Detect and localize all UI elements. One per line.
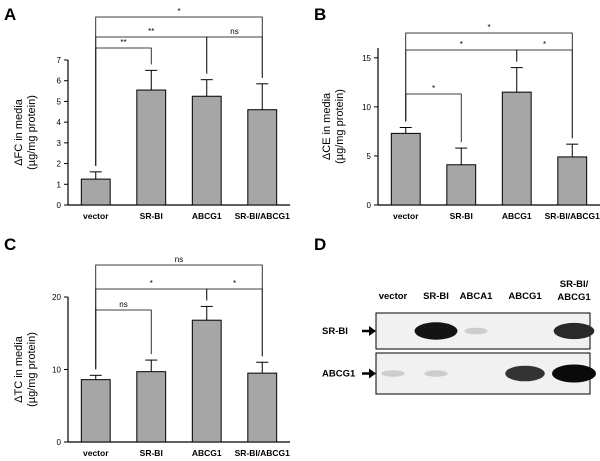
blot-band <box>424 370 448 377</box>
chart-c-y-axis-label-line: (µg/mg protein) <box>26 332 38 407</box>
chart-a-bar <box>80 178 111 206</box>
panel-label-a: A <box>4 5 16 24</box>
chart-a-bar <box>191 95 222 206</box>
bar-chart-a: 0 1 2 3 4 5 6 7 ΔFC in media(µg/mg protein) vecto… <box>13 7 290 221</box>
chart-b-bar <box>446 164 477 206</box>
western-blot-d: vector SR-BI ABCA1 ABCG1SR-BI/ABCG1SR-BIABC… <box>322 279 596 395</box>
chart-b-bar <box>557 156 588 206</box>
chart-c-bar <box>136 371 167 443</box>
chart-c-category-label: SR-BI/ABCG1 <box>235 448 291 458</box>
blot-row-label: SR-BI <box>322 326 348 337</box>
chart-b-significance-label: * <box>487 23 490 32</box>
chart-b-ytick-label: 5 <box>367 152 372 161</box>
chart-a-bar <box>247 109 278 206</box>
chart-b-bar <box>501 91 532 206</box>
chart-b-y-axis-label: ΔCE in media(µg/mg protein) <box>321 89 346 164</box>
chart-c-y-axis-label: ΔTC in media(µg/mg protein) <box>13 332 38 407</box>
chart-a-significance-label: ns <box>230 27 238 36</box>
chart-c-y-axis-label-line: ΔTC in media <box>13 335 25 403</box>
chart-b-ytick-label: 0 <box>367 201 372 210</box>
chart-b-category-label: vector <box>393 211 419 221</box>
arrow-icon <box>369 368 376 379</box>
chart-c-significance-bracket <box>95 309 152 370</box>
blot-lane-label: vector <box>379 291 408 302</box>
chart-b-significance-label: * <box>432 84 435 93</box>
chart-b-y-axis-label-line: ΔCE in media <box>321 92 333 160</box>
blot-band <box>464 327 488 335</box>
chart-a-category-label: ABCG1 <box>192 211 222 221</box>
panel-label-c: C <box>4 235 16 254</box>
blot-band <box>381 370 405 377</box>
chart-c-significance-label: * <box>150 279 153 288</box>
chart-c-ytick-label: 10 <box>52 366 61 375</box>
chart-a-ytick-label: 7 <box>57 56 62 65</box>
blot-lane-label-line: ABCG1 <box>557 292 591 303</box>
blot-lane-label: SR-BI/ABCG1 <box>557 279 591 303</box>
chart-b-significance-label: * <box>460 40 463 49</box>
chart-a-y-axis-label-line: (µg/mg protein) <box>26 95 38 170</box>
blot-lane-label: ABCA1 <box>460 291 493 302</box>
chart-c-ytick-label: 0 <box>57 438 62 447</box>
bar-chart-c: 0 10 20 ΔTC in media(µg/mg protein) vector SR… <box>13 255 290 458</box>
chart-b-y-axis-label-line: (µg/mg protein) <box>334 89 346 164</box>
chart-a-significance-label: * <box>177 7 180 16</box>
chart-a-ytick-label: 1 <box>57 180 62 189</box>
chart-a-ytick-label: 4 <box>57 118 62 127</box>
chart-c-ytick-label: 20 <box>52 293 61 302</box>
chart-b-category-label: SR-BI <box>450 211 473 221</box>
chart-a-category-label: vector <box>83 211 109 221</box>
chart-a-bar <box>136 89 167 206</box>
chart-c-significance-label: ns <box>175 255 183 264</box>
bar-chart-b: 0 5 10 15 ΔCE in media(µg/mg protein) vector S… <box>321 23 600 221</box>
chart-c-bar <box>191 319 222 443</box>
chart-b-bar <box>390 132 421 206</box>
chart-c-significance-label: * <box>233 279 236 288</box>
chart-b-ytick-label: 10 <box>362 103 371 112</box>
chart-a-ytick-label: 3 <box>57 139 62 148</box>
blot-band <box>552 364 596 383</box>
chart-a-ytick-label: 5 <box>57 97 62 106</box>
blot-band <box>414 322 458 340</box>
chart-a-ytick-label: 6 <box>57 77 62 86</box>
chart-c-significance-bracket <box>95 264 263 370</box>
chart-a-significance-label: ** <box>148 27 154 36</box>
chart-c-category-label: SR-BI <box>140 448 163 458</box>
chart-c-category-label: vector <box>83 448 109 458</box>
chart-c-bar <box>80 379 111 443</box>
blot-band <box>505 365 545 382</box>
chart-a-y-axis-label-line: ΔFC in media <box>13 98 25 166</box>
chart-c-significance-label: ns <box>119 300 127 309</box>
arrow-icon <box>369 326 376 336</box>
blot-row-label: ABCG1 <box>322 369 356 380</box>
panel-label-d: D <box>314 235 326 254</box>
chart-a-category-label: SR-BI <box>140 211 163 221</box>
chart-b-significance-bracket <box>405 32 573 139</box>
blot-lane-label: ABCG1 <box>508 291 542 302</box>
chart-a-ytick-label: 0 <box>57 201 62 210</box>
chart-a-significance-label: ** <box>120 38 126 47</box>
panel-label-b: B <box>314 5 326 24</box>
chart-b-ytick-label: 15 <box>362 54 371 63</box>
chart-c-category-label: ABCG1 <box>192 448 222 458</box>
blot-band <box>553 322 595 340</box>
chart-a-ytick-label: 2 <box>57 160 62 169</box>
chart-b-category-label: ABCG1 <box>502 211 532 221</box>
chart-a-y-axis-label: ΔFC in media(µg/mg protein) <box>13 95 38 170</box>
chart-a-significance-bracket <box>206 36 263 78</box>
chart-a-significance-bracket <box>95 16 263 166</box>
chart-b-significance-label: * <box>543 40 546 49</box>
blot-lane-label: SR-BI <box>423 291 449 302</box>
chart-b-category-label: SR-BI/ABCG1 <box>545 211 600 221</box>
chart-a-category-label: SR-BI/ABCG1 <box>235 211 291 221</box>
chart-c-bar <box>247 372 278 443</box>
blot-lane-label-line: SR-BI/ <box>560 279 589 290</box>
